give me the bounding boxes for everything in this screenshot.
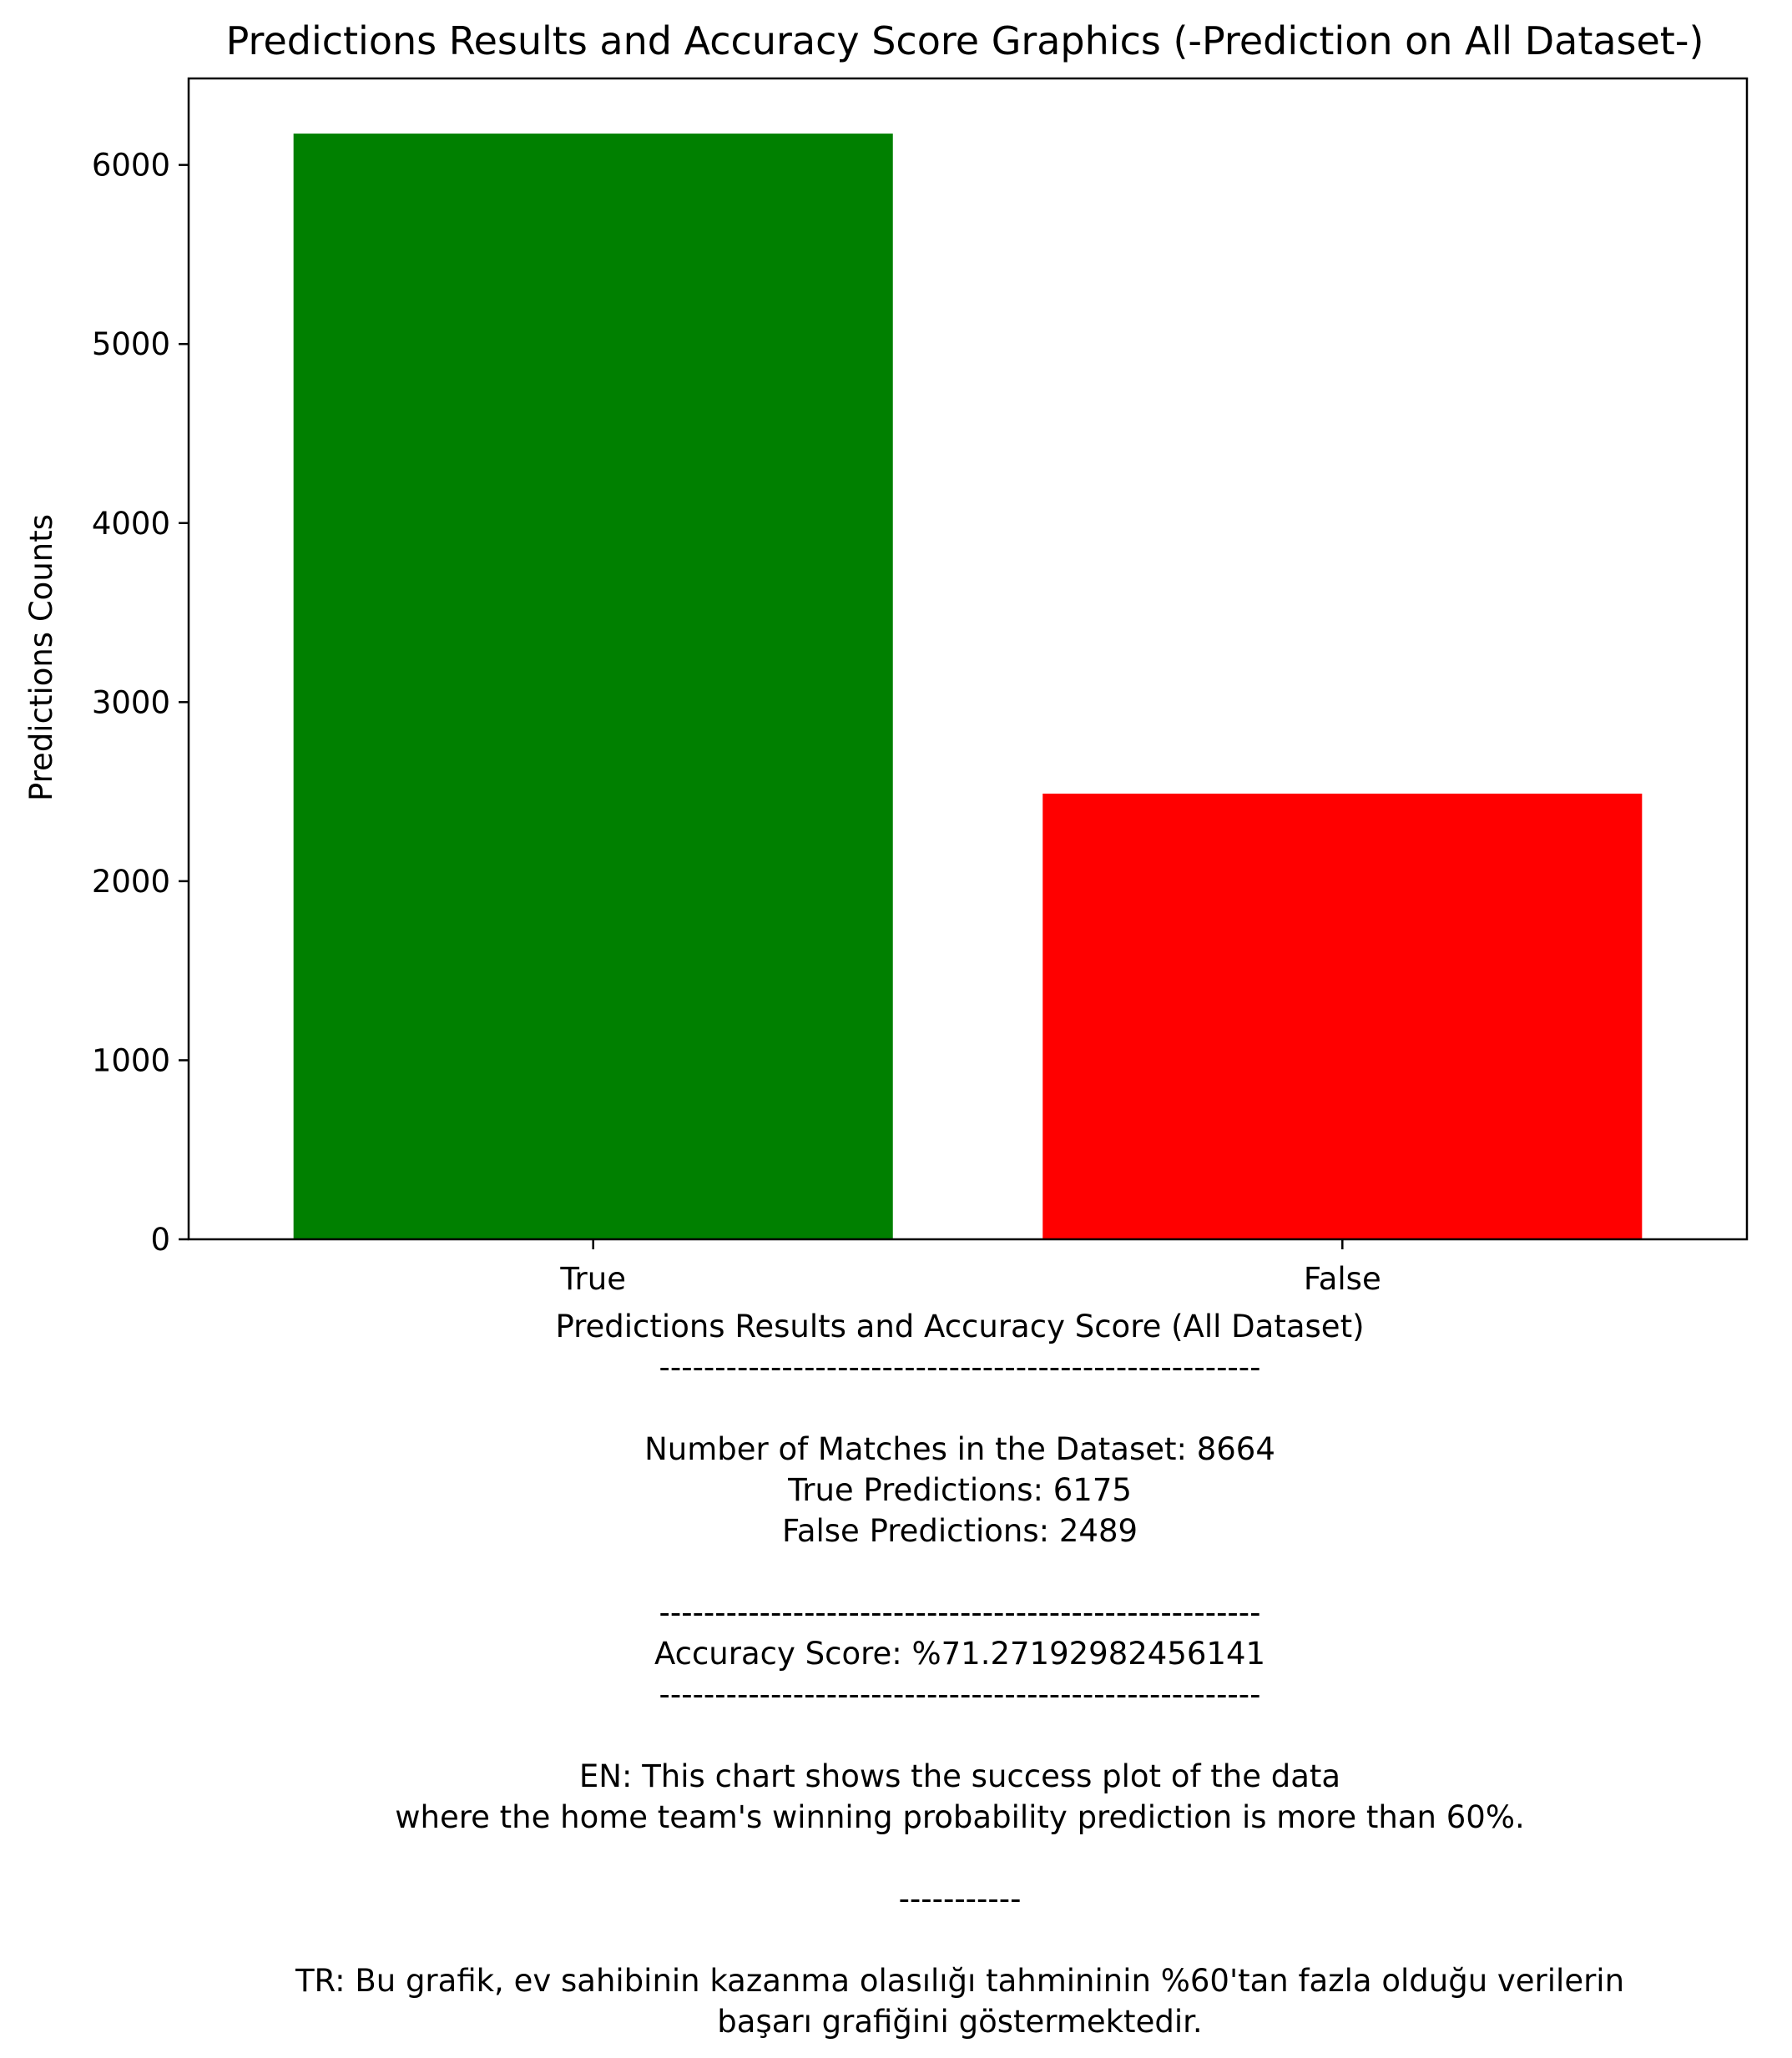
x-axis-label-line: ----------- xyxy=(898,1881,1022,1917)
y-axis: 0 1000 2000 3000 4000 5000 6000 xyxy=(92,148,189,1258)
x-axis-label-line: TR: Bu grafik, ev sahibinin kazanma olas… xyxy=(295,1963,1625,1999)
x-axis-label-line: ----------------------------------------… xyxy=(659,1595,1261,1631)
y-tick-label: 2000 xyxy=(92,864,170,900)
y-tick-label: 5000 xyxy=(92,326,170,362)
x-axis-label-line xyxy=(0,1715,1792,1756)
x-axis-label-line: EN: This chart shows the success plot of… xyxy=(578,1758,1341,1794)
x-axis-label-line: ----------------------------------------… xyxy=(659,1677,1261,1712)
x-axis-label-line: Predictions Results and Accuracy Score (… xyxy=(555,1309,1365,1344)
x-axis-label-line: where the home team's winning probabilit… xyxy=(395,1799,1525,1835)
x-axis-label-line xyxy=(0,1919,1792,1960)
bar-true xyxy=(293,134,893,1239)
bar-false xyxy=(1042,793,1643,1239)
x-axis-label-line: ----------------------------------------… xyxy=(659,1349,1261,1385)
x-axis-label-line: başarı grafiğini göstermektedir. xyxy=(717,2004,1203,2040)
x-tick-label-false: False xyxy=(1304,1261,1381,1297)
y-tick-label: 0 xyxy=(150,1222,170,1258)
x-axis: True False xyxy=(559,1239,1381,1297)
plot-frame xyxy=(187,77,1749,1241)
x-axis-label-line xyxy=(0,1388,1792,1429)
x-axis-label-line xyxy=(0,1838,1792,1879)
chart-title: Predictions Results and Accuracy Score G… xyxy=(226,18,1704,63)
x-axis-label-line: Accuracy Score: %71.27192982456141 xyxy=(654,1636,1266,1672)
x-tick-label-true: True xyxy=(559,1261,626,1297)
y-axis-label: Predictions Counts xyxy=(23,514,59,801)
x-axis-label-line: Number of Matches in the Dataset: 8664 xyxy=(644,1431,1275,1467)
bars-group xyxy=(293,134,1643,1239)
x-axis-label-block: Predictions Results and Accuracy Score (… xyxy=(0,1306,1792,2042)
y-tick-label: 6000 xyxy=(92,148,170,184)
y-tick-label: 3000 xyxy=(92,684,170,720)
x-axis-label-line xyxy=(0,1551,1792,1592)
x-axis-label-line: True Predictions: 6175 xyxy=(788,1472,1132,1508)
x-axis-label-line: False Predictions: 2489 xyxy=(781,1513,1138,1549)
y-tick-label: 4000 xyxy=(92,506,170,542)
y-tick-label: 1000 xyxy=(92,1042,170,1078)
